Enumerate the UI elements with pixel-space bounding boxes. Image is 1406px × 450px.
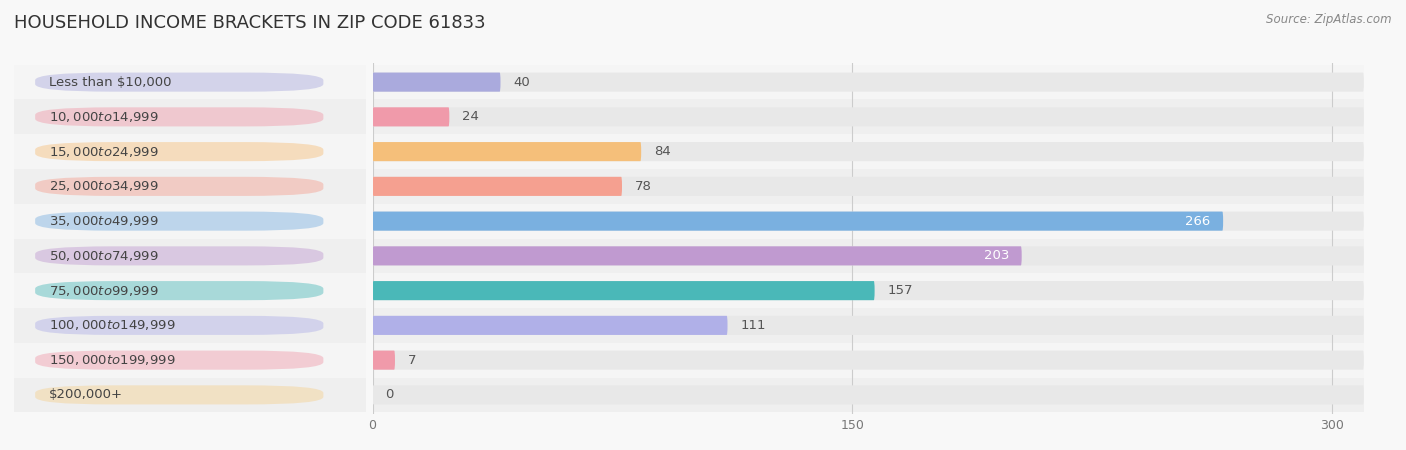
Bar [14, 204, 366, 238]
Bar [373, 204, 1364, 238]
FancyBboxPatch shape [373, 281, 1364, 300]
Text: 203: 203 [984, 249, 1010, 262]
FancyBboxPatch shape [373, 107, 1364, 126]
Text: 157: 157 [887, 284, 912, 297]
FancyBboxPatch shape [35, 142, 323, 161]
Bar [14, 378, 366, 412]
Bar [373, 99, 1364, 134]
Text: HOUSEHOLD INCOME BRACKETS IN ZIP CODE 61833: HOUSEHOLD INCOME BRACKETS IN ZIP CODE 61… [14, 14, 485, 32]
FancyBboxPatch shape [373, 246, 1364, 266]
Bar [373, 343, 1364, 378]
Bar [373, 378, 1364, 412]
FancyBboxPatch shape [373, 351, 1364, 370]
FancyBboxPatch shape [373, 351, 395, 370]
FancyBboxPatch shape [373, 385, 1364, 405]
Bar [373, 169, 1364, 204]
Text: 78: 78 [634, 180, 651, 193]
Text: $50,000 to $74,999: $50,000 to $74,999 [49, 249, 159, 263]
Text: 266: 266 [1185, 215, 1211, 228]
Text: 0: 0 [385, 388, 394, 401]
FancyBboxPatch shape [373, 142, 1364, 161]
Text: 111: 111 [741, 319, 766, 332]
Bar [373, 134, 1364, 169]
Bar [14, 134, 366, 169]
Text: $200,000+: $200,000+ [49, 388, 124, 401]
FancyBboxPatch shape [373, 281, 875, 300]
Bar [14, 169, 366, 204]
Bar [373, 308, 1364, 343]
Text: $10,000 to $14,999: $10,000 to $14,999 [49, 110, 159, 124]
Text: $35,000 to $49,999: $35,000 to $49,999 [49, 214, 159, 228]
Bar [373, 238, 1364, 273]
Text: 40: 40 [513, 76, 530, 89]
FancyBboxPatch shape [373, 142, 641, 161]
Text: $15,000 to $24,999: $15,000 to $24,999 [49, 144, 159, 158]
Bar [14, 99, 366, 134]
FancyBboxPatch shape [373, 107, 450, 126]
FancyBboxPatch shape [35, 246, 323, 266]
Text: $150,000 to $199,999: $150,000 to $199,999 [49, 353, 176, 367]
FancyBboxPatch shape [373, 246, 1022, 266]
FancyBboxPatch shape [35, 177, 323, 196]
Bar [373, 65, 1364, 99]
FancyBboxPatch shape [35, 281, 323, 300]
FancyBboxPatch shape [373, 212, 1223, 231]
Bar [373, 273, 1364, 308]
Bar [14, 308, 366, 343]
Bar [14, 273, 366, 308]
Text: $75,000 to $99,999: $75,000 to $99,999 [49, 284, 159, 297]
FancyBboxPatch shape [35, 351, 323, 370]
Text: $100,000 to $149,999: $100,000 to $149,999 [49, 319, 176, 333]
FancyBboxPatch shape [35, 385, 323, 405]
FancyBboxPatch shape [35, 72, 323, 92]
FancyBboxPatch shape [373, 316, 727, 335]
Bar [14, 343, 366, 378]
Bar [14, 238, 366, 273]
Text: 24: 24 [463, 110, 479, 123]
FancyBboxPatch shape [373, 177, 1364, 196]
Text: $25,000 to $34,999: $25,000 to $34,999 [49, 180, 159, 194]
Text: Source: ZipAtlas.com: Source: ZipAtlas.com [1267, 14, 1392, 27]
FancyBboxPatch shape [373, 316, 1364, 335]
Bar [14, 65, 366, 99]
FancyBboxPatch shape [373, 212, 1364, 231]
FancyBboxPatch shape [35, 212, 323, 231]
FancyBboxPatch shape [373, 72, 501, 92]
Text: 84: 84 [654, 145, 671, 158]
Text: Less than $10,000: Less than $10,000 [49, 76, 172, 89]
FancyBboxPatch shape [373, 72, 1364, 92]
FancyBboxPatch shape [373, 177, 621, 196]
FancyBboxPatch shape [35, 316, 323, 335]
Text: 7: 7 [408, 354, 416, 367]
FancyBboxPatch shape [35, 107, 323, 126]
